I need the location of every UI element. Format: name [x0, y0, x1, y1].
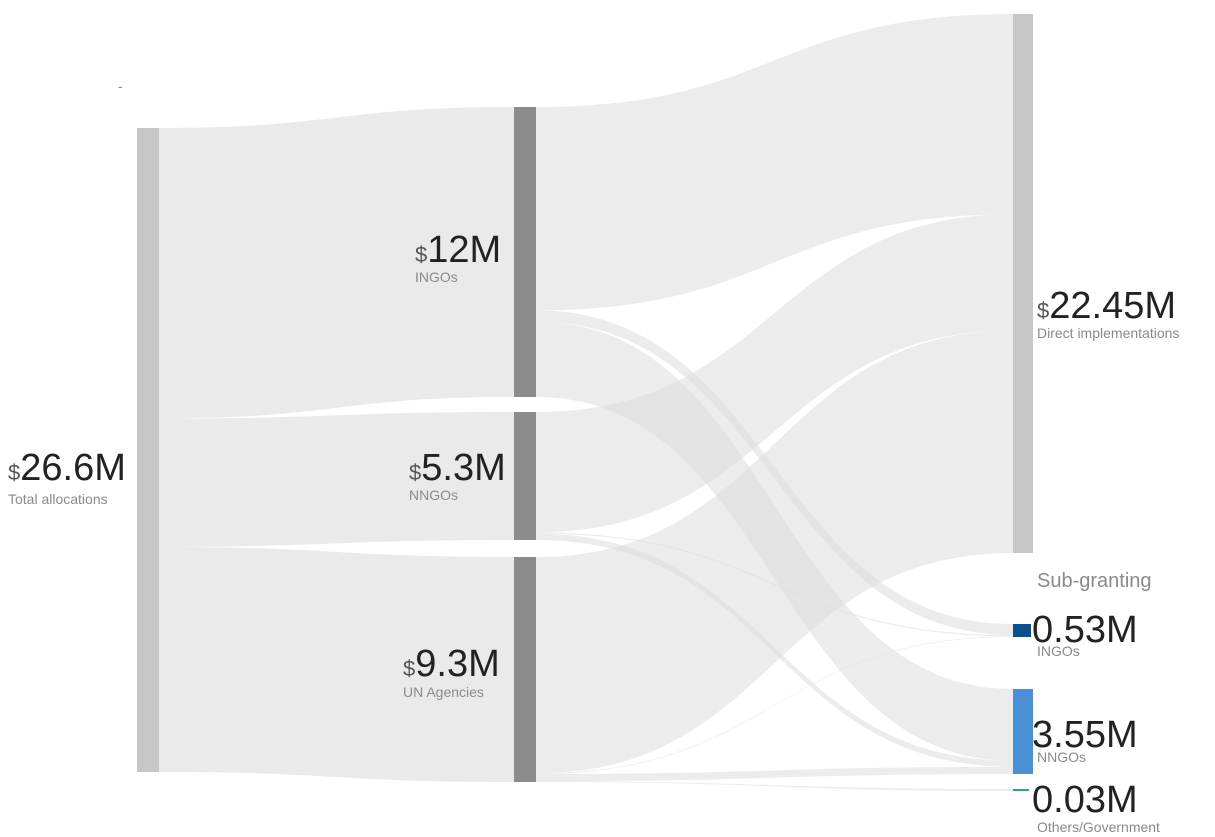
node-nngos-bar — [514, 412, 536, 540]
label-direct-currency: $ — [1037, 298, 1049, 323]
label-nngos-amount: 5.3M — [421, 447, 505, 489]
link-un-to-sub_nngos — [536, 766, 1013, 782]
flow-links — [159, 14, 1013, 791]
label-ingos-amount: 12M — [427, 229, 501, 271]
label-total-amount: 26.6M — [20, 447, 126, 489]
label-ingos-name: INGOs — [415, 269, 458, 285]
dash-mark: - — [118, 78, 123, 94]
node-un-bar — [514, 557, 536, 782]
label-ingos-currency: $ — [415, 242, 427, 267]
label-direct-name: Direct implementations — [1037, 325, 1179, 341]
label-un-amount: 9.3M — [415, 643, 499, 685]
link-total-to-ingos — [159, 107, 514, 419]
link-un-to-direct — [536, 330, 1013, 774]
label-sub-nngos-name: NNGOs — [1037, 749, 1086, 765]
label-total-name: Total allocations — [8, 491, 108, 507]
label-nngos-name: NNGOs — [409, 487, 458, 503]
label-sub-others-amount: 0.03M — [1032, 779, 1138, 821]
link-un-to-sub_ingos — [536, 636, 1013, 775]
label-total-value: $26.6M — [8, 447, 126, 489]
link-nngos-to-direct — [536, 214, 1013, 533]
node-direct-bar — [1013, 14, 1033, 553]
label-un-currency: $ — [403, 656, 415, 681]
link-total-to-nngos — [159, 412, 514, 547]
link-ingos-to-direct — [536, 14, 1013, 311]
label-un-name: UN Agencies — [403, 684, 484, 700]
flow-nodes — [137, 14, 1033, 791]
label-direct-amount: 22.45M — [1049, 285, 1176, 327]
link-un-to-sub_others — [536, 781, 1013, 791]
node-ingos-bar — [514, 107, 536, 397]
node-total-bar — [137, 128, 159, 772]
node-sub_nngos-bar — [1013, 689, 1033, 774]
label-sub-ingos-name: INGOs — [1037, 643, 1080, 659]
label-total-currency: $ — [8, 460, 20, 485]
label-ingos-value: $12M — [415, 229, 501, 271]
link-total-to-un — [159, 546, 514, 782]
label-nngos-currency: $ — [409, 460, 421, 485]
label-sub-ingos-amount: 0.53M — [1032, 609, 1138, 651]
label-nngos-value: $5.3M — [409, 447, 506, 489]
label-sub-others-name: Others/Government — [1037, 819, 1160, 835]
label-un-value: $9.3M — [403, 643, 500, 685]
node-sub_others-bar — [1013, 789, 1029, 791]
label-sub-nngos-amount: 3.55M — [1032, 714, 1138, 756]
subgranting-heading: Sub-granting — [1037, 570, 1152, 592]
label-direct-value: $22.45M — [1037, 285, 1176, 327]
node-sub_ingos-bar — [1013, 624, 1031, 637]
